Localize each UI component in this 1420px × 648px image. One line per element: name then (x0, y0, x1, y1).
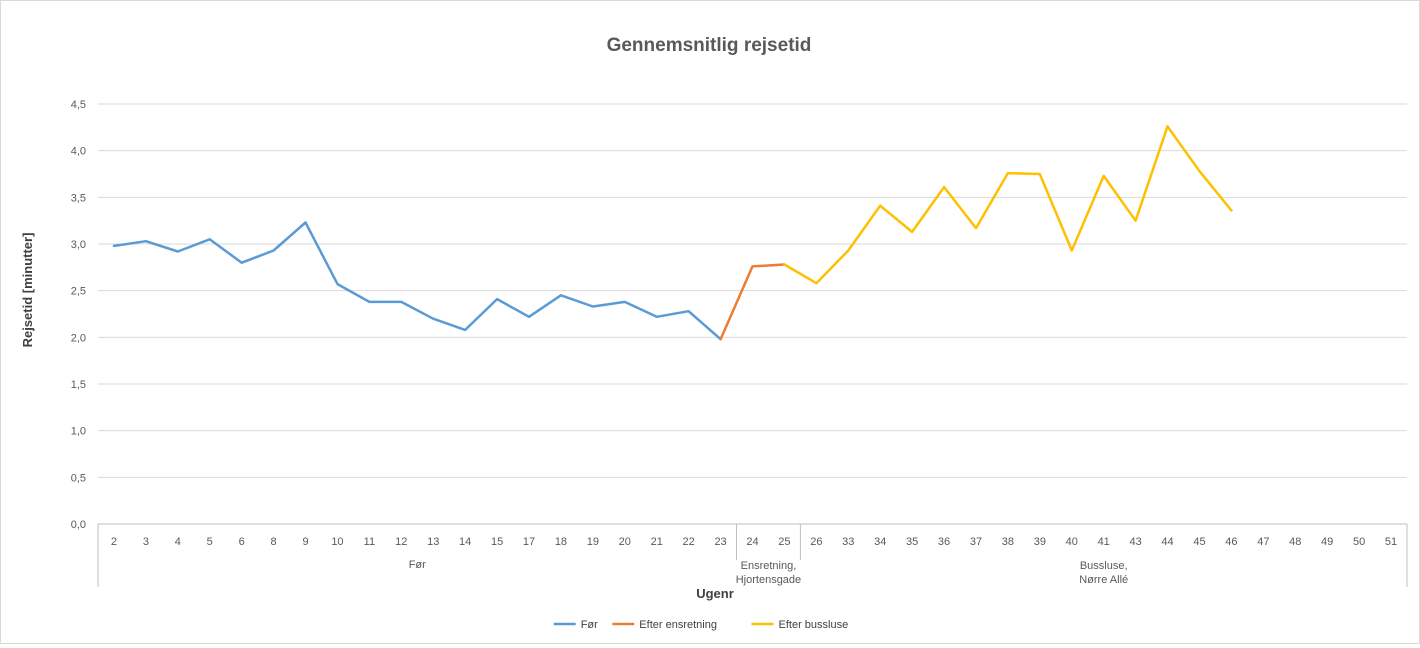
legend-label: Efter ensretning (639, 619, 717, 631)
x-tick-label: 23 (714, 536, 726, 548)
x-tick-label: 48 (1289, 536, 1301, 548)
x-tick-label: 10 (331, 536, 343, 548)
y-tick-label: 0,0 (71, 519, 86, 531)
x-tick-label: 36 (938, 536, 950, 548)
x-group-label: Nørre Allé (1079, 574, 1128, 586)
x-tick-label: 11 (364, 536, 375, 548)
x-tick-label: 6 (239, 536, 245, 548)
y-tick-label: 3,5 (71, 192, 86, 204)
series-line (719, 263, 786, 341)
x-group-label: Før (409, 559, 426, 571)
x-tick-label: 43 (1129, 536, 1141, 548)
x-tick-label: 34 (874, 536, 886, 548)
x-tick-label: 24 (746, 536, 758, 548)
series-lines (112, 125, 1233, 341)
x-group-label: Bussluse, (1080, 560, 1128, 572)
y-tick-label: 2,0 (71, 332, 86, 344)
x-tick-label: 17 (523, 536, 535, 548)
y-tick-label: 2,5 (71, 286, 86, 298)
x-tick-label: 14 (459, 536, 471, 548)
x-tick-label: 12 (395, 536, 407, 548)
x-tick-label: 22 (683, 536, 695, 548)
x-tick-label: 4 (175, 536, 181, 548)
x-tick-label: 26 (810, 536, 822, 548)
x-tick-label: 44 (1161, 536, 1173, 548)
x-tick-label: 38 (1002, 536, 1014, 548)
series-line (783, 125, 1233, 285)
y-tick-label: 4,5 (71, 99, 86, 111)
series-line (112, 221, 722, 341)
legend: Før Efter ensretning Efter bussluse (553, 619, 849, 631)
x-tick-label: 3 (143, 536, 149, 548)
x-group-label: Hjortensgade (736, 574, 801, 586)
x-tick-label: 49 (1321, 536, 1333, 548)
y-axis-title: Rejsetid [minutter] (20, 233, 35, 348)
x-tick-label: 47 (1257, 536, 1269, 548)
x-axis: 2 3 4 5 6 8 9 10 11 12 13 14 15 17 18 19 20 21 22 23 24 25 26 3… (97, 524, 1408, 587)
x-tick-label: 33 (842, 536, 854, 548)
x-tick-label: 8 (271, 536, 277, 548)
y-tick-label: 0,5 (71, 472, 86, 484)
x-tick-label: 20 (619, 536, 631, 548)
chart-title: Gennemsnitlig rejsetid (607, 35, 812, 56)
y-tick-label: 1,0 (71, 426, 86, 438)
x-tick-label: 21 (651, 536, 663, 548)
x-tick-label: 2 (111, 536, 117, 548)
gridlines (98, 103, 1407, 525)
x-tick-label: 41 (1098, 536, 1110, 548)
x-tick-label: 5 (207, 536, 213, 548)
x-tick-label: 19 (587, 536, 599, 548)
y-axis-ticks: 0,0 0,5 1,0 1,5 2,0 2,5 3,0 3,5 4,0 4,5 (71, 99, 86, 531)
x-tick-label: 35 (906, 536, 918, 548)
x-tick-label: 13 (427, 536, 439, 548)
legend-label: Før (581, 619, 598, 631)
y-tick-label: 3,0 (71, 239, 86, 251)
x-tick-label: 9 (302, 536, 308, 548)
x-axis-title: Ugenr (696, 586, 734, 601)
x-tick-label: 37 (970, 536, 982, 548)
x-group-label: Ensretning, (741, 560, 797, 572)
x-tick-label: 39 (1034, 536, 1046, 548)
y-tick-label: 1,5 (71, 379, 86, 391)
x-tick-label: 18 (555, 536, 567, 548)
x-tick-label: 40 (1066, 536, 1078, 548)
x-tick-label: 50 (1353, 536, 1365, 548)
x-tick-label: 25 (778, 536, 790, 548)
x-tick-label: 51 (1385, 536, 1397, 548)
x-tick-label: 46 (1225, 536, 1237, 548)
y-tick-label: 4,0 (71, 146, 86, 158)
x-tick-label: 15 (491, 536, 503, 548)
x-tick-label: 45 (1193, 536, 1205, 548)
legend-label: Efter bussluse (779, 619, 849, 631)
